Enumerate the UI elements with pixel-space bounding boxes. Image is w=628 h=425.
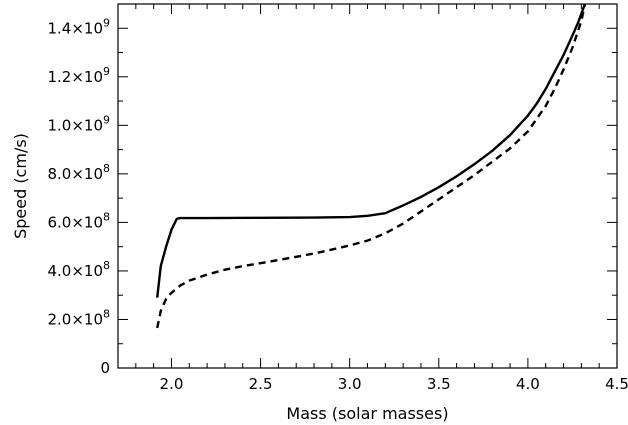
y-tick-mantissa: 1.0×10 (47, 116, 103, 134)
y-tick-exponent: 9 (103, 113, 110, 126)
ticks-layer (118, 4, 618, 369)
y-tick-exponent: 8 (103, 210, 110, 223)
dashed-series-line (156, 4, 587, 329)
y-tick-label: 0 (100, 359, 110, 377)
x-tick-label: 2.5 (249, 375, 273, 393)
y-tick-mantissa: 1.4×10 (47, 19, 103, 37)
y-tick-mantissa: 1.2×10 (47, 68, 103, 86)
y-tick-label: 4.0×108 (47, 259, 110, 280)
y-tick-exponent: 9 (103, 65, 110, 78)
series-layer (156, 4, 587, 329)
y-tick-label: 8.0×108 (47, 162, 110, 183)
y-tick-exponent: 8 (103, 307, 110, 320)
y-tick-label: 1.0×109 (47, 113, 110, 134)
x-tick-label: 2.0 (160, 375, 184, 393)
y-axis-label: Speed (cm/s) (11, 133, 30, 239)
y-tick-label: 2.0×108 (47, 307, 110, 328)
y-tick-label: 1.4×109 (47, 16, 110, 37)
x-tick-label: 4.5 (605, 375, 628, 393)
x-tick-label: 3.0 (338, 375, 362, 393)
solid-series-line (156, 4, 587, 298)
y-tick-mantissa: 0 (100, 359, 110, 377)
x-tick-label: 3.5 (427, 375, 451, 393)
y-tick-mantissa: 8.0×10 (47, 165, 103, 183)
y-tick-mantissa: 6.0×10 (47, 213, 103, 231)
y-tick-exponent: 8 (103, 259, 110, 272)
x-axis-label: Mass (solar masses) (286, 404, 448, 423)
y-tick-exponent: 9 (103, 16, 110, 29)
y-tick-label: 6.0×108 (47, 210, 110, 231)
y-tick-label: 1.2×109 (47, 65, 110, 86)
y-tick-mantissa: 4.0×10 (47, 262, 103, 280)
y-tick-mantissa: 2.0×10 (47, 310, 103, 328)
plot-frame (117, 3, 618, 369)
tick-labels-layer: 2.0 2.5 3.0 3.5 4.0 4.502.0×1084.0×1086.0×108… (47, 16, 628, 393)
x-tick-label: 4.0 (516, 375, 540, 393)
y-tick-exponent: 8 (103, 162, 110, 175)
